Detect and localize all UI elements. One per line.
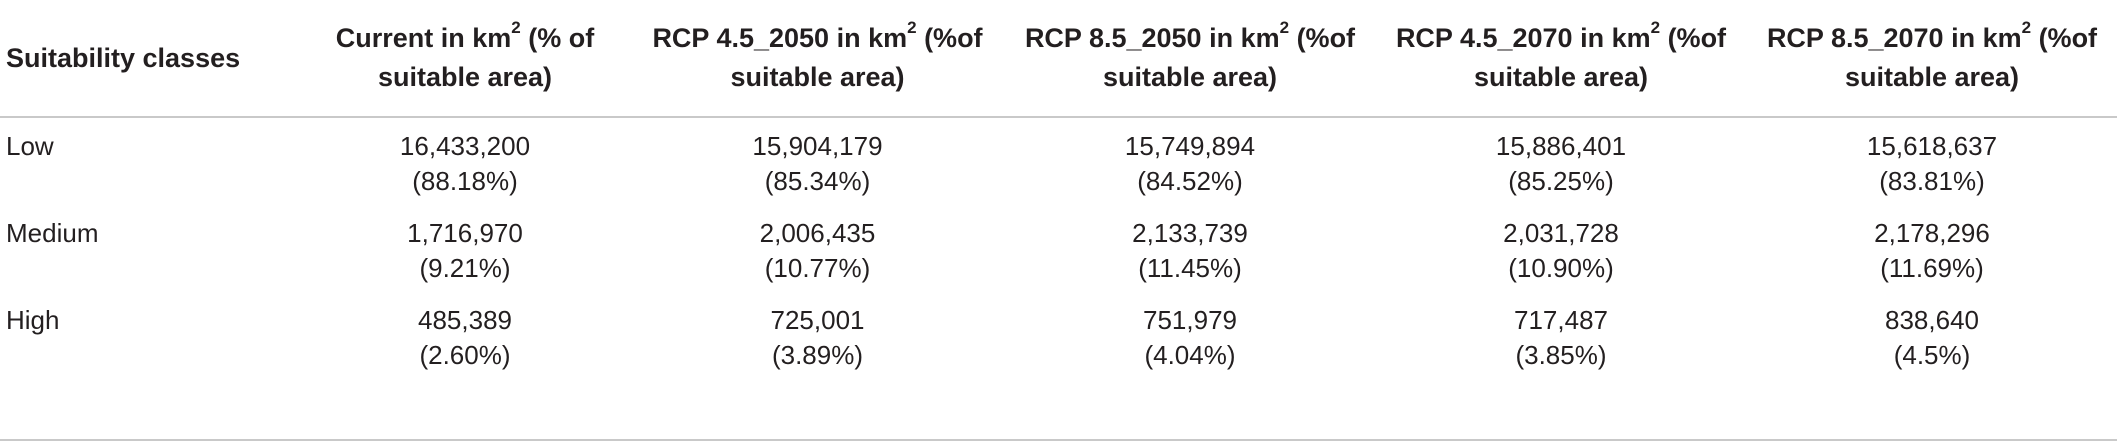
cell-value: 15,886,401 bbox=[1495, 131, 1627, 161]
table-cell: 2,006,435 (10.77%) bbox=[630, 199, 1005, 286]
table-cell: 2,031,728 (10.90%) bbox=[1375, 199, 1747, 286]
table-cell: 15,749,894 (84.52%) bbox=[1005, 117, 1375, 199]
cell-value: 2,006,435 bbox=[759, 218, 876, 248]
header-rcp45-2050: RCP 4.5_2050 in km2 (%of suitable area) bbox=[630, 0, 1005, 118]
cell-percent: (3.85%) bbox=[1515, 340, 1607, 370]
cell-value: 725,001 bbox=[770, 305, 865, 335]
suitability-table: Suitability classes Current in km2 (% of… bbox=[0, 0, 2117, 373]
header-label-tail: (%of suitable area) bbox=[730, 23, 983, 92]
cell-value: 16,433,200 bbox=[399, 131, 531, 161]
table-cell: 1,716,970 (9.21%) bbox=[300, 199, 630, 286]
cell-percent: (4.5%) bbox=[1893, 340, 1971, 370]
table-cell: 2,133,739 (11.45%) bbox=[1005, 199, 1375, 286]
header-label: RCP 4.5_2070 in km bbox=[1395, 23, 1651, 53]
header-rcp45-2070: RCP 4.5_2070 in km2 (%of suitable area) bbox=[1375, 0, 1747, 118]
cell-value: 15,618,637 bbox=[1866, 131, 1998, 161]
header-label: Suitability classes bbox=[6, 42, 241, 73]
cell-value: 2,031,728 bbox=[1503, 218, 1619, 248]
cell-value: 838,640 bbox=[1885, 305, 1979, 335]
table-cell: 751,979 (4.04%) bbox=[1005, 286, 1375, 373]
cell-percent: (2.60%) bbox=[419, 340, 511, 370]
cell-value: 2,133,739 bbox=[1132, 218, 1248, 248]
header-superscript: 2 bbox=[511, 18, 521, 37]
cell-value: 751,979 bbox=[1143, 305, 1237, 335]
cell-value: 2,178,296 bbox=[1874, 218, 1990, 248]
table-row-medium: Medium 1,716,970 (9.21%) 2,006,435 (10.77%… bbox=[0, 199, 2117, 286]
header-superscript: 2 bbox=[1650, 18, 1661, 37]
header-label-tail: (% of suitable area) bbox=[377, 23, 595, 92]
table-cell: 16,433,200 (88.18%) bbox=[300, 117, 630, 199]
cell-value: 15,749,894 bbox=[1124, 131, 1256, 161]
header-current: Current in km2 (% of suitable area) bbox=[300, 0, 630, 118]
table-bottom-rule bbox=[0, 439, 2117, 441]
table-row-low: Low 16,433,200 (88.18%) 15,904,179 (85.34%… bbox=[0, 117, 2117, 199]
table-cell: 485,389 (2.60%) bbox=[300, 286, 630, 373]
table-cell: 15,618,637 (83.81%) bbox=[1747, 117, 2117, 199]
row-label: Medium bbox=[6, 218, 99, 248]
cell-percent: (3.89%) bbox=[771, 340, 864, 370]
header-label: RCP 8.5_2070 in km bbox=[1766, 23, 2022, 53]
cell-value: 15,904,179 bbox=[752, 131, 883, 161]
table-cell: 717,487 (3.85%) bbox=[1375, 286, 1747, 373]
table-row-high: High 485,389 (2.60%) 725,001 (3.89%) 751,9… bbox=[0, 286, 2117, 373]
cell-value: 1,716,970 bbox=[407, 218, 523, 248]
table-cell: 725,001 (3.89%) bbox=[630, 286, 1005, 373]
cell-percent: (85.34%) bbox=[764, 166, 871, 196]
header-label: RCP 8.5_2050 in km bbox=[1024, 23, 1280, 53]
header-label: Current in km bbox=[335, 23, 512, 53]
cell-percent: (83.81%) bbox=[1879, 166, 1985, 196]
cell-value: 485,389 bbox=[418, 305, 512, 335]
cell-percent: (10.77%) bbox=[764, 253, 871, 283]
cell-percent: (11.69%) bbox=[1880, 253, 1984, 283]
table-cell: 15,904,179 (85.34%) bbox=[630, 117, 1005, 199]
cell-value: 717,487 bbox=[1514, 305, 1608, 335]
table-cell: 15,886,401 (85.25%) bbox=[1375, 117, 1747, 199]
cell-percent: (10.90%) bbox=[1508, 253, 1614, 283]
row-label: Low bbox=[6, 131, 54, 161]
table-cell: 838,640 (4.5%) bbox=[1747, 286, 2117, 373]
header-rcp85-2070: RCP 8.5_2070 in km2 (%of suitable area) bbox=[1747, 0, 2117, 118]
cell-percent: (88.18%) bbox=[412, 166, 518, 196]
header-superscript: 2 bbox=[2021, 18, 2032, 37]
cell-percent: (11.45%) bbox=[1138, 253, 1242, 283]
table-cell: 2,178,296 (11.69%) bbox=[1747, 199, 2117, 286]
cell-percent: (85.25%) bbox=[1508, 166, 1614, 196]
cell-percent: (4.04%) bbox=[1144, 340, 1236, 370]
header-superscript: 2 bbox=[1279, 18, 1290, 37]
header-rcp85-2050: RCP 8.5_2050 in km2 (%of suitable area) bbox=[1005, 0, 1375, 118]
header-superscript: 2 bbox=[907, 18, 917, 37]
cell-percent: (84.52%) bbox=[1137, 166, 1243, 196]
header-suitability-classes: Suitability classes bbox=[0, 0, 300, 118]
header-label-tail: (%of suitable area) bbox=[1102, 23, 1356, 92]
row-label: High bbox=[6, 305, 60, 335]
table-header-row: Suitability classes Current in km2 (% of… bbox=[0, 0, 2117, 118]
header-label-tail: (%of suitable area) bbox=[1473, 23, 1727, 92]
cell-percent: (9.21%) bbox=[419, 253, 511, 283]
header-label-tail: (%of suitable area) bbox=[1844, 23, 2098, 92]
header-label: RCP 4.5_2050 in km bbox=[652, 23, 908, 53]
